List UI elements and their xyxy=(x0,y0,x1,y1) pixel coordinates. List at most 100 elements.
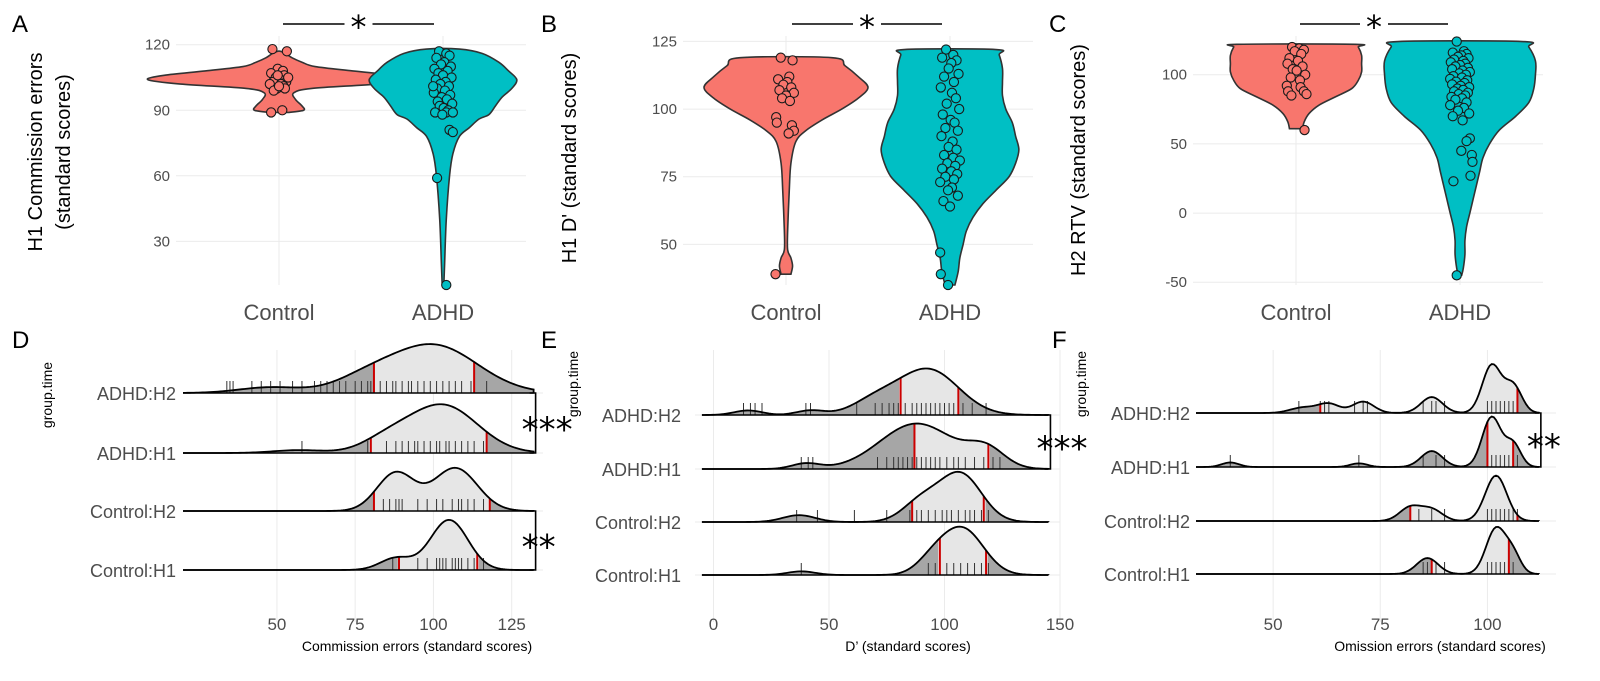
significance-bracket xyxy=(1044,414,1052,470)
x-tick-label: 50 xyxy=(267,615,286,634)
ridge-tail-low xyxy=(183,556,398,570)
data-point xyxy=(1445,100,1456,111)
data-point xyxy=(770,269,781,280)
data-point xyxy=(936,130,947,142)
data-point xyxy=(1299,124,1310,136)
y-tick-label: ADHD:H1 xyxy=(1111,458,1190,478)
data-point xyxy=(1461,135,1472,147)
ridge-tail-high xyxy=(989,444,1049,469)
panel-c: C -50 0 50 100 Control ADHD H2 RTV (standard sc… xyxy=(1049,8,1543,325)
x-tick-label: 0 xyxy=(709,615,718,634)
y-tick-label: 50 xyxy=(1170,136,1187,153)
ridge-tail-high xyxy=(478,555,534,570)
data-point xyxy=(943,63,954,74)
ridge-fill xyxy=(701,471,1049,522)
data-point xyxy=(1467,156,1478,168)
x-tick-label: 150 xyxy=(1046,615,1074,634)
data-point xyxy=(1301,88,1312,100)
data-point xyxy=(942,279,954,291)
y-tick-label: 100 xyxy=(652,101,677,118)
y-tick-label: ADHD:H1 xyxy=(602,460,681,480)
data-point xyxy=(950,93,962,104)
ridge-tail-low xyxy=(183,362,374,393)
ridge-tail-high xyxy=(987,552,1049,575)
data-point xyxy=(447,126,458,138)
ridge-fill xyxy=(701,526,1049,575)
data-point xyxy=(936,52,948,63)
y-tick-label: Control:H2 xyxy=(595,513,681,533)
data-point xyxy=(942,185,954,196)
y-tick-label: Control:H1 xyxy=(595,566,681,586)
significance-label: *** xyxy=(1036,429,1087,469)
data-point xyxy=(783,128,794,139)
ridge-tail-low xyxy=(183,438,370,453)
data-point xyxy=(784,95,796,107)
y-tick-label: ADHD:H1 xyxy=(97,444,176,464)
ridge-outline xyxy=(182,343,535,394)
significance-bracket xyxy=(1534,412,1542,468)
x-tick-label: ADHD xyxy=(919,300,981,325)
panel-label: F xyxy=(1052,327,1067,354)
ridge-tail-low xyxy=(1196,421,1488,467)
y-tick-label: 50 xyxy=(660,236,677,253)
x-tick-label: Control xyxy=(1261,300,1332,325)
data-point xyxy=(281,46,293,57)
y-tick-label: 30 xyxy=(153,233,170,250)
y-tick-label: Control:H2 xyxy=(1104,512,1190,532)
data-point xyxy=(1286,90,1297,101)
ridge-tail-low xyxy=(701,500,913,522)
data-point xyxy=(775,52,786,63)
significance-label: *** xyxy=(522,410,573,450)
panel-label: E xyxy=(541,327,557,354)
y-tick-label: Control:H1 xyxy=(90,561,176,581)
y-tick-label: 75 xyxy=(660,169,677,186)
data-point xyxy=(283,72,294,83)
significance-label: ** xyxy=(522,528,556,568)
ridge-tail-high xyxy=(1508,539,1539,574)
data-point xyxy=(437,109,448,120)
ridge-tail-high xyxy=(474,362,534,393)
y-axis-label: group.time xyxy=(565,351,581,417)
x-tick-label: 125 xyxy=(498,615,526,634)
y-tick-label: 90 xyxy=(153,102,170,119)
ridge-tail-high xyxy=(489,498,534,511)
x-axis-label: D’ (standard scores) xyxy=(845,638,971,654)
y-axis-label: H1 Commission errors xyxy=(25,53,47,252)
y-tick-label: ADHD:H2 xyxy=(97,384,176,404)
y-tick-label: 100 xyxy=(1162,67,1187,84)
y-axis-label: (standard scores) xyxy=(53,74,75,230)
data-point xyxy=(1456,145,1467,156)
significance-label: ** xyxy=(1527,427,1561,467)
x-tick-label: 75 xyxy=(346,615,365,634)
x-tick-label: 100 xyxy=(930,615,958,634)
data-point xyxy=(935,177,946,188)
data-point xyxy=(940,44,952,55)
data-point xyxy=(441,279,452,291)
data-point xyxy=(444,50,455,61)
panel-label: B xyxy=(541,11,557,38)
y-tick-label: 125 xyxy=(652,33,677,50)
x-tick-label: Control xyxy=(244,300,315,325)
data-point xyxy=(935,247,946,258)
data-point xyxy=(944,201,956,212)
x-tick-label: ADHD xyxy=(1429,300,1491,325)
data-point xyxy=(935,82,946,93)
data-point xyxy=(277,105,288,116)
ridge-tail-low xyxy=(701,378,900,415)
y-tick-label: 60 xyxy=(153,168,170,185)
data-point xyxy=(273,81,285,92)
data-point xyxy=(272,70,283,81)
data-point xyxy=(771,117,782,128)
data-point xyxy=(1464,108,1475,119)
significance-bracket xyxy=(529,510,537,571)
ridge-fill xyxy=(183,519,534,570)
panel-d: D 50 75 100 125 Commission errors (standard s… xyxy=(12,327,573,654)
x-tick-label: 50 xyxy=(820,615,839,634)
ridge-tail-high xyxy=(1513,440,1539,467)
data-point xyxy=(952,125,964,136)
ridge-outline xyxy=(701,367,1050,416)
y-axis-label: H1 D' (standard scores) xyxy=(559,53,581,264)
x-tick-label: ADHD xyxy=(412,300,474,325)
y-tick-label: -50 xyxy=(1165,274,1187,291)
ridge-tail-low xyxy=(701,539,938,575)
